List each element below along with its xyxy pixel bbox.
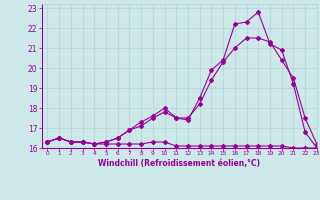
- X-axis label: Windchill (Refroidissement éolien,°C): Windchill (Refroidissement éolien,°C): [98, 159, 260, 168]
